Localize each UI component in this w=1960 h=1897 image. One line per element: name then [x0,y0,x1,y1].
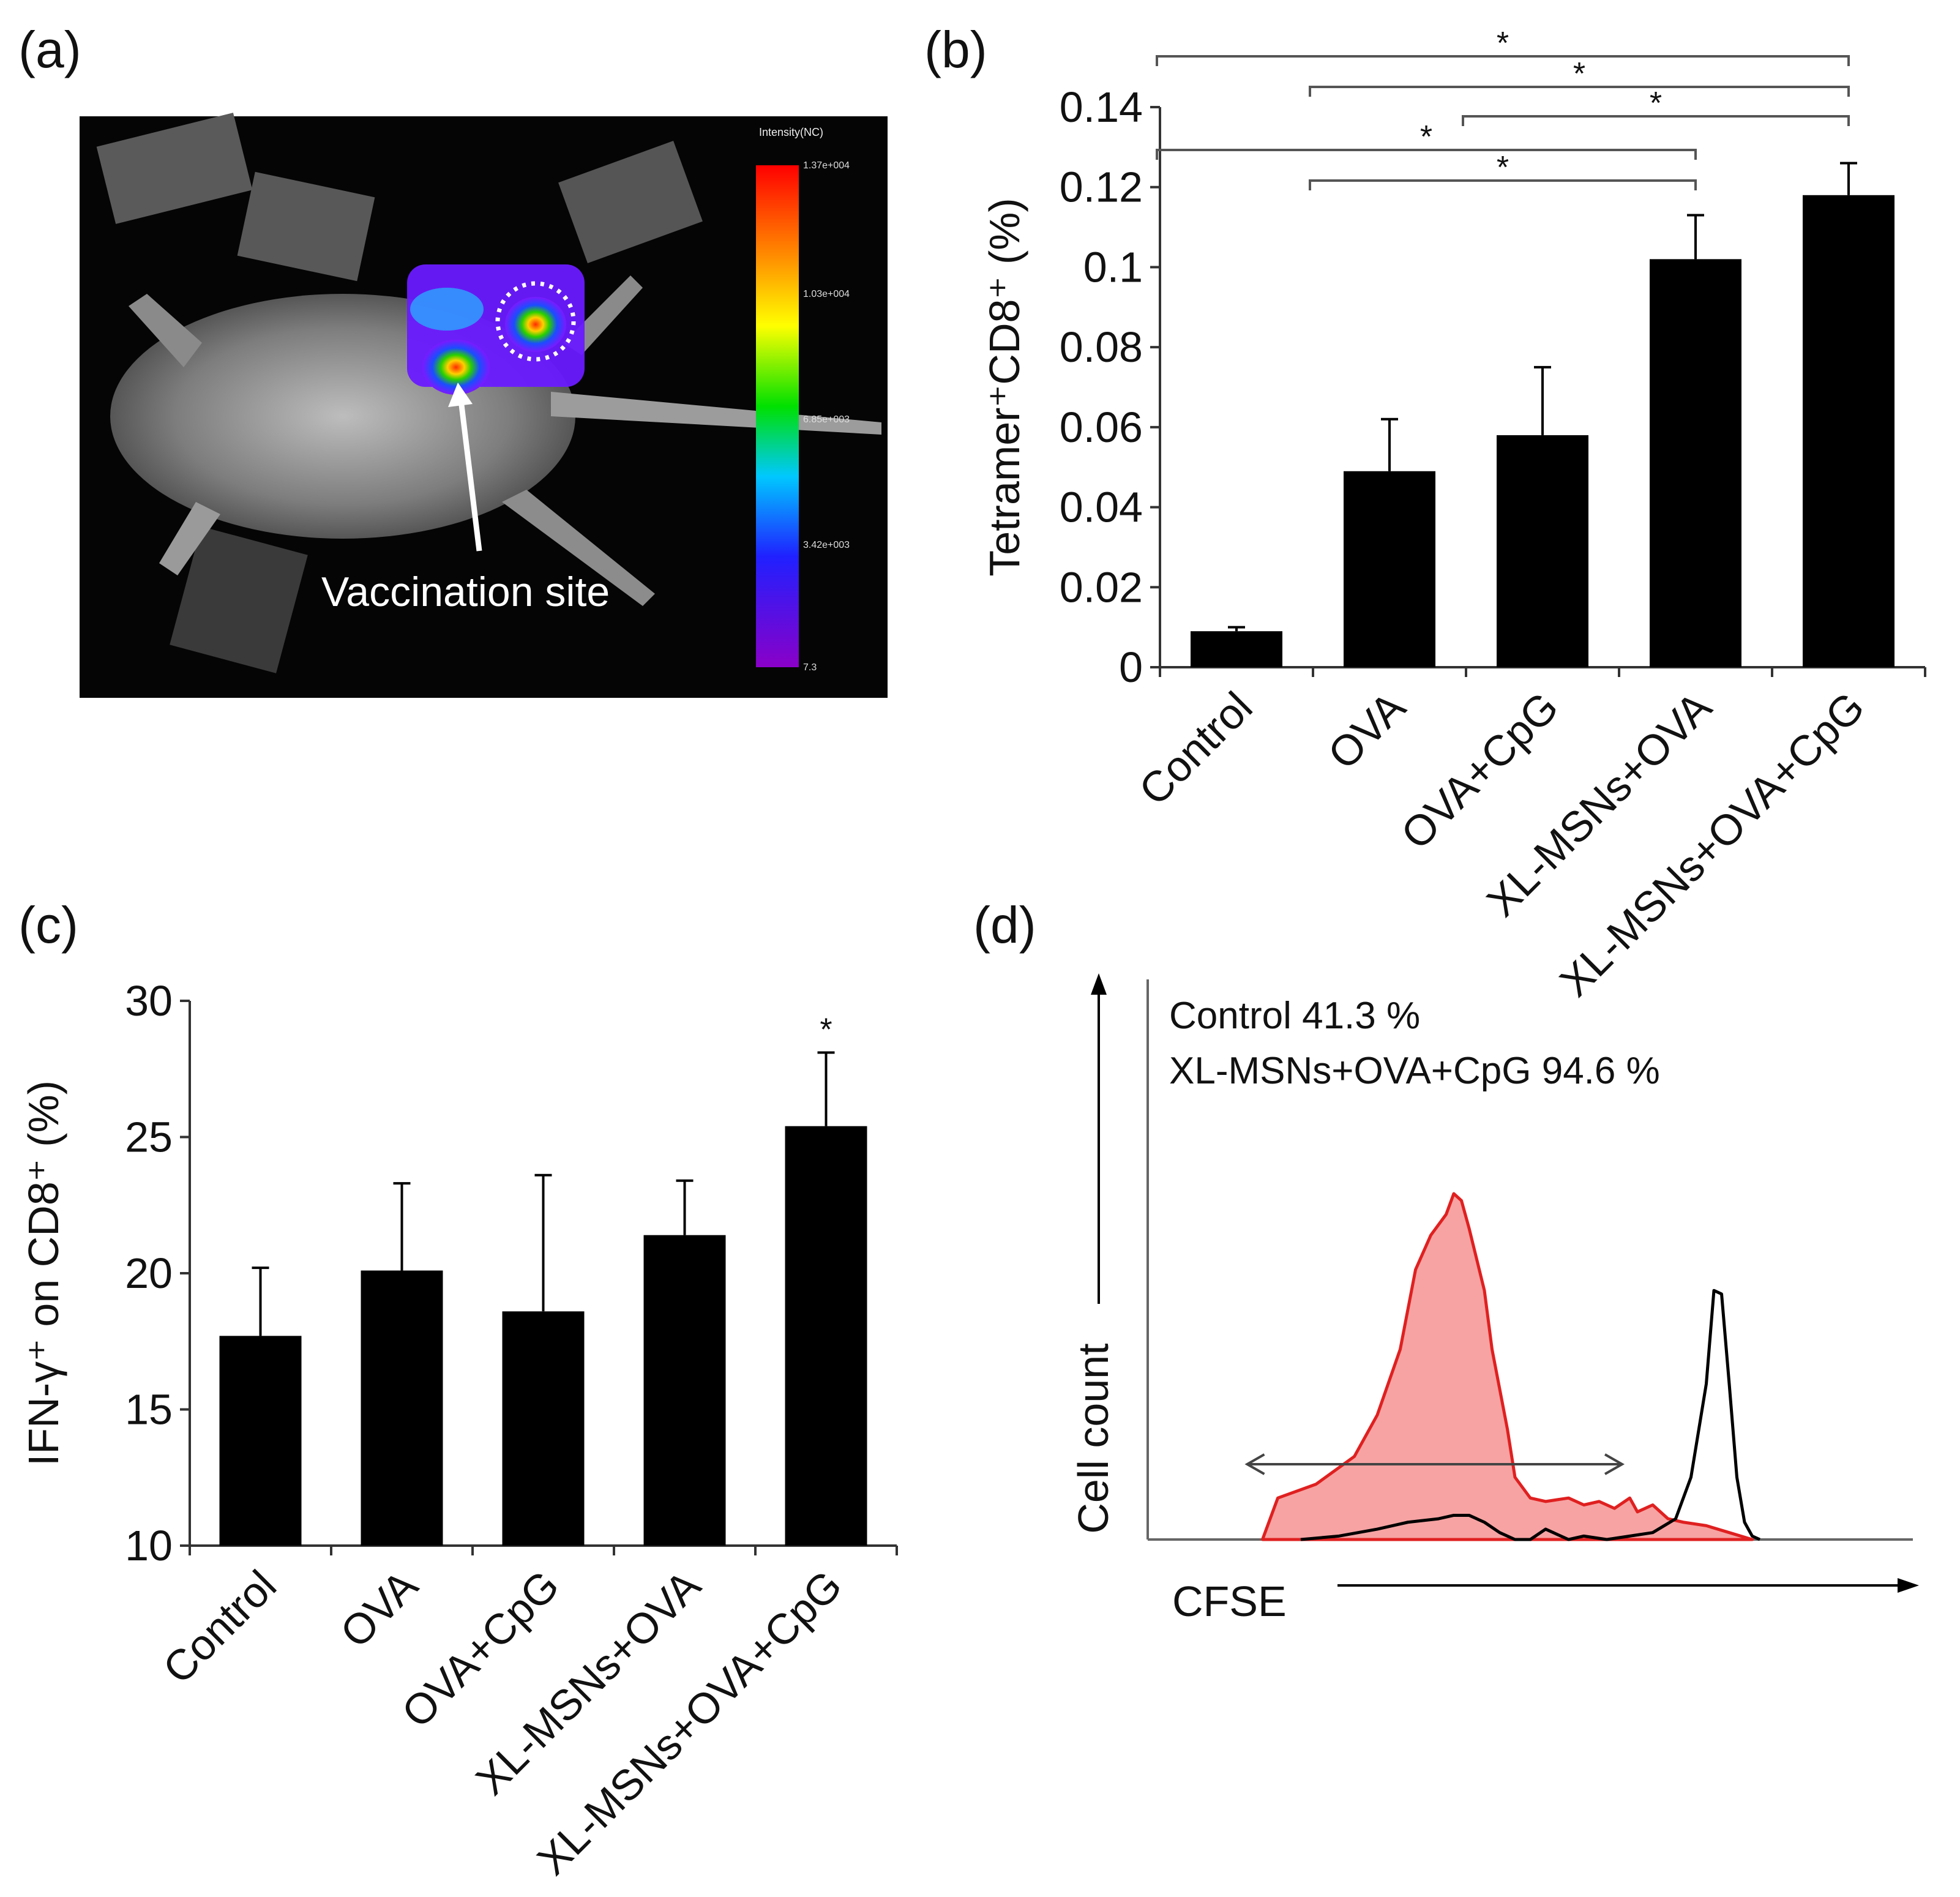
x-axis-title: CFSE [1172,1577,1287,1625]
y-axis-title: IFN-γ⁺ on CD8⁺ (%) [20,1080,67,1466]
y-tick-label: 0 [1119,643,1143,691]
panel-d-chart: Control 41.3 % XL-MSNs+OVA+CpG 94.6 % Cell… [1069,973,1919,1625]
bar [1497,435,1588,667]
bar [361,1270,443,1546]
y-tick-label: 20 [125,1249,173,1297]
y-axis-title: Tetramer⁺CD8⁺ (%) [981,198,1028,576]
colorbar-title: Intensity(NC) [759,126,823,138]
histogram-control [1300,1289,1761,1541]
bar [502,1311,585,1546]
x-tick-label: OVA [1319,683,1415,778]
panel-c-label: (c) [18,896,78,954]
fixation-pad [558,141,703,263]
y-tick-label: 0.12 [1060,163,1143,211]
panel-b-chart: 0 0.02 0.04 0.06 0.08 0.1 0.12 0.14 Tetramer⁺CD8… [981,26,1926,1006]
significance-star: * [820,1012,832,1048]
mouse-limb [129,294,202,367]
significance-star: * [1497,26,1509,61]
mouse-limb [502,490,655,606]
luminescence-hotspot [422,340,490,395]
x-tick-label: Control [1130,683,1262,814]
bar [1344,471,1435,667]
bar [1803,195,1895,667]
y-axis-title: Cell count [1069,1343,1117,1533]
arrow-head-icon [448,383,473,407]
y-tick-label: 0.1 [1083,243,1143,291]
colorbar-tick: 1.37e+004 [803,160,850,171]
y-arrow-head-icon [1091,973,1107,995]
vaccination-site-label: Vaccination site [321,569,610,615]
x-tick-label: Control [154,1561,285,1693]
significance-bracket [1309,86,1850,97]
bar [1191,631,1282,667]
fixation-pad [237,171,375,282]
colorbar-tick: 6.85e+003 [803,414,850,425]
significance-bracket [1462,115,1850,126]
significance-star: * [1573,56,1585,92]
colorbar-tick: 7.3 [803,662,817,673]
colorbar-tick: 3.42e+003 [803,540,850,550]
bar [785,1126,867,1546]
colorbar-tick: 1.03e+004 [803,289,850,299]
gate-arrow-right-icon [1604,1453,1625,1475]
panel-a-label: (a) [18,21,81,78]
lymph-node-circle [495,281,576,362]
significance-bracket [1156,149,1697,160]
luminescence-region [410,288,484,331]
legend-entry-control: Control 41.3 % [1169,995,1420,1037]
mouse-limb [159,502,220,575]
colorbar [756,165,799,667]
x-arrow-head-icon [1898,1578,1919,1593]
panel-d-label: (d) [973,896,1036,954]
bar [643,1235,726,1546]
significance-bracket [1156,55,1850,66]
luminescence-hotspot [505,297,566,352]
bar [219,1336,302,1546]
vaccination-site-arrow [457,394,482,552]
y-tick-label: 0.06 [1060,403,1143,451]
panel-b-label: (b) [924,21,987,78]
y-tick-label: 15 [125,1386,173,1434]
x-tick-label: OVA [331,1561,427,1656]
significance-star: * [1650,86,1662,121]
legend-entry-treated: XL-MSNs+OVA+CpG 94.6 % [1169,1050,1660,1092]
histogram-treated [1261,1192,1754,1541]
y-tick-label: 0.02 [1060,563,1143,611]
panel-a-image: Vaccination site Intensity(NC) 1.37e+004… [80,113,888,698]
fixation-pad [96,113,253,224]
y-tick-label: 0.04 [1060,484,1143,531]
y-tick-label: 0.08 [1060,323,1143,371]
significance-star: * [1420,119,1432,155]
fixation-pad [170,526,308,673]
x-tick-label: XL-MSNs+OVA+CpG [1550,683,1873,1005]
significance-star: * [1497,150,1509,185]
y-tick-label: 30 [125,977,173,1025]
bar [1650,259,1741,667]
y-tick-label: 10 [125,1522,173,1570]
y-tick-label: 0.14 [1060,83,1143,131]
gate-arrow-left-icon [1244,1453,1265,1475]
y-tick-label: 25 [125,1113,173,1161]
significance-bracket [1309,179,1697,190]
